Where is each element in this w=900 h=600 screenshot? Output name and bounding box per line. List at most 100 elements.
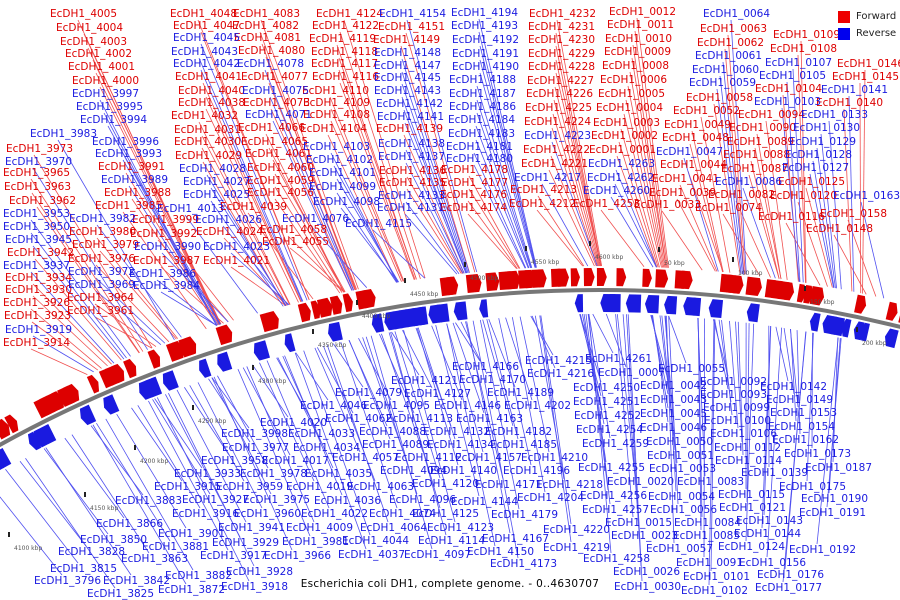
reverse-gene-label[interactable]: EcDH1_4076 <box>282 213 349 225</box>
forward-gene-label[interactable]: EcDH1_4080 <box>238 45 305 57</box>
reverse-gene-label[interactable]: EcDH1_0046 <box>640 422 707 434</box>
reverse-gene-label[interactable]: EcDH1_4167 <box>482 533 549 545</box>
reverse-gene-label[interactable]: EcDH1_4046 <box>300 400 367 412</box>
reverse-gene-label[interactable]: EcDH1_4187 <box>449 88 516 100</box>
reverse-gene-label[interactable]: EcDH1_4071 <box>245 109 312 121</box>
forward-gene-label[interactable]: EcDH1_0062 <box>697 37 764 49</box>
reverse-gene-label[interactable]: EcDH1_4194 <box>451 7 518 19</box>
reverse-gene-label[interactable]: EcDH1_4099 <box>309 181 376 193</box>
reverse-gene-label[interactable]: EcDH1_3927 <box>182 494 249 506</box>
reverse-gene-label[interactable]: EcDH1_4120 <box>412 478 479 490</box>
forward-gene-label[interactable]: EcDH1_3987 <box>133 255 200 267</box>
reverse-gene-label[interactable]: EcDH1_4190 <box>452 61 519 73</box>
reverse-gene-label[interactable]: EcDH1_3883 <box>115 495 182 507</box>
forward-gene-label[interactable]: EcDH1_0116 <box>758 211 825 223</box>
reverse-gene-label[interactable]: EcDH1_0100 <box>704 415 771 427</box>
reverse-gene-label[interactable]: EcDH1_4121 <box>391 375 458 387</box>
reverse-gene-label[interactable]: EcDH1_0177 <box>755 582 822 594</box>
reverse-gene-label[interactable]: EcDH1_4098 <box>313 196 380 208</box>
reverse-gene-label[interactable]: EcDH1_4154 <box>379 8 446 20</box>
reverse-gene-label[interactable]: EcDH1_3919 <box>5 324 72 336</box>
reverse-gene-label[interactable]: EcDH1_4095 <box>363 400 430 412</box>
reverse-gene-label[interactable]: EcDH1_0060 <box>692 64 759 76</box>
forward-gene-label[interactable]: EcDH1_4231 <box>528 21 595 33</box>
reverse-gene-label[interactable]: EcDH1_4163 <box>456 413 523 425</box>
reverse-gene-label[interactable]: EcDH1_4101 <box>309 167 376 179</box>
forward-gene-label[interactable]: EcDH1_4048 <box>170 8 237 20</box>
reverse-gene-label[interactable]: EcDH1_4170 <box>459 374 526 386</box>
forward-gene-label[interactable]: EcDH1_4073 <box>243 97 310 109</box>
reverse-gene-label[interactable]: EcDH1_4263 <box>588 158 655 170</box>
reverse-gene-label[interactable]: EcDH1_4250 <box>573 382 640 394</box>
forward-gene-label[interactable]: EcDH1_3992 <box>130 228 197 240</box>
forward-gene-label[interactable]: EcDH1_3973 <box>6 143 73 155</box>
forward-gene-label[interactable]: EcDH1_0120 <box>770 190 837 202</box>
reverse-gene-label[interactable]: EcDH1_4182 <box>485 426 552 438</box>
forward-gene-label[interactable]: EcDH1_4082 <box>232 20 299 32</box>
reverse-gene-label[interactable]: EcDH1_0142 <box>760 381 827 393</box>
reverse-gene-label[interactable]: EcDH1_3901 <box>158 528 225 540</box>
reverse-gene-label[interactable]: EcDH1_4019 <box>286 481 353 493</box>
forward-gene-label[interactable]: EcDH1_3962 <box>9 195 76 207</box>
forward-gene-label[interactable]: EcDH1_4212 <box>509 198 576 210</box>
forward-gene-label[interactable]: EcDH1_3988 <box>104 187 171 199</box>
reverse-gene-label[interactable]: EcDH1_0102 <box>681 585 748 597</box>
reverse-gene-label[interactable]: EcDH1_4009 <box>286 522 353 534</box>
reverse-gene-label[interactable]: EcDH1_4223 <box>524 130 591 142</box>
reverse-gene-label[interactable]: EcDH1_0054 <box>648 491 715 503</box>
reverse-gene-label[interactable]: EcDH1_0051 <box>647 450 714 462</box>
reverse-gene-label[interactable]: EcDH1_0187 <box>805 462 872 474</box>
reverse-gene-label[interactable]: EcDH1_4140 <box>430 465 497 477</box>
reverse-gene-label[interactable]: EcDH1_4171 <box>475 479 542 491</box>
reverse-gene-label[interactable]: EcDH1_0061 <box>695 50 762 62</box>
reverse-gene-label[interactable]: EcDH1_4131 <box>377 202 444 214</box>
reverse-gene-label[interactable]: EcDH1_3872 <box>158 584 225 596</box>
forward-gene-label[interactable]: EcDH1_4226 <box>526 88 593 100</box>
forward-gene-label[interactable]: EcDH1_4055 <box>262 236 329 248</box>
reverse-gene-label[interactable]: EcDH1_4166 <box>452 361 519 373</box>
reverse-gene-label[interactable]: EcDH1_0093 <box>700 389 767 401</box>
reverse-gene-label[interactable]: EcDH1_3970 <box>5 156 72 168</box>
forward-gene-label[interactable]: EcDH1_0039 <box>649 187 716 199</box>
forward-gene-label[interactable]: EcDH1_0063 <box>700 23 767 35</box>
reverse-gene-label[interactable]: EcDH1_0015 <box>605 517 672 529</box>
reverse-gene-label[interactable]: EcDH1_0149 <box>766 394 833 406</box>
reverse-gene-label[interactable]: EcDH1_4132 <box>423 426 490 438</box>
forward-gene-label[interactable]: EcDH1_0001 <box>589 144 656 156</box>
reverse-gene-label[interactable]: EcDH1_3990 <box>134 241 201 253</box>
forward-gene-label[interactable]: EcDH1_4003 <box>60 36 127 48</box>
forward-gene-label[interactable]: EcDH1_0044 <box>660 159 727 171</box>
reverse-gene-label[interactable]: EcDH1_4204 <box>517 492 584 504</box>
forward-gene-label[interactable]: EcDH1_4122 <box>312 20 379 32</box>
reverse-gene-label[interactable]: EcDH1_4064 <box>360 522 427 534</box>
reverse-gene-label[interactable]: EcDH1_4115 <box>345 218 412 230</box>
forward-gene-label[interactable]: EcDH1_0004 <box>596 102 663 114</box>
reverse-gene-label[interactable]: EcDH1_3981 <box>282 536 349 548</box>
reverse-gene-label[interactable]: EcDH1_0007 <box>598 367 665 379</box>
forward-gene-label[interactable]: EcDH1_4151 <box>378 21 445 33</box>
reverse-gene-label[interactable]: EcDH1_0112 <box>714 442 781 454</box>
forward-gene-label[interactable]: EcDH1_4030 <box>174 136 241 148</box>
reverse-gene-label[interactable]: EcDH1_3917 <box>200 550 267 562</box>
forward-gene-label[interactable]: EcDH1_3930 <box>5 284 72 296</box>
reverse-gene-label[interactable]: EcDH1_4146 <box>434 400 501 412</box>
forward-gene-label[interactable]: EcDH1_4149 <box>373 34 440 46</box>
forward-gene-label[interactable]: EcDH1_0146 <box>837 58 900 70</box>
reverse-gene-label[interactable]: EcDH1_4075 <box>242 85 309 97</box>
forward-gene-label[interactable]: EcDH1_0008 <box>602 60 669 72</box>
forward-gene-label[interactable]: EcDH1_3965 <box>3 167 70 179</box>
reverse-gene-label[interactable]: EcDH1_4216 <box>527 368 594 380</box>
reverse-gene-label[interactable]: EcDH1_3828 <box>58 546 125 558</box>
forward-gene-label[interactable]: EcDH1_3942 <box>7 247 74 259</box>
reverse-gene-label[interactable]: EcDH1_4191 <box>452 48 519 60</box>
reverse-gene-label[interactable]: EcDH1_4042 <box>173 58 240 70</box>
reverse-gene-label[interactable]: EcDH1_3959 <box>216 481 283 493</box>
forward-gene-label[interactable]: EcDH1_0010 <box>605 33 672 45</box>
forward-gene-label[interactable]: EcDH1_0052 <box>673 105 740 117</box>
reverse-gene-label[interactable]: EcDH1_0105 <box>759 70 826 82</box>
forward-gene-label[interactable]: EcDH1_4065 <box>241 136 308 148</box>
forward-gene-label[interactable]: EcDH1_3963 <box>4 181 71 193</box>
reverse-gene-label[interactable]: EcDH1_3989 <box>101 174 168 186</box>
reverse-gene-label[interactable]: EcDH1_4078 <box>237 58 304 70</box>
forward-gene-label[interactable]: EcDH1_0033 <box>634 199 701 211</box>
